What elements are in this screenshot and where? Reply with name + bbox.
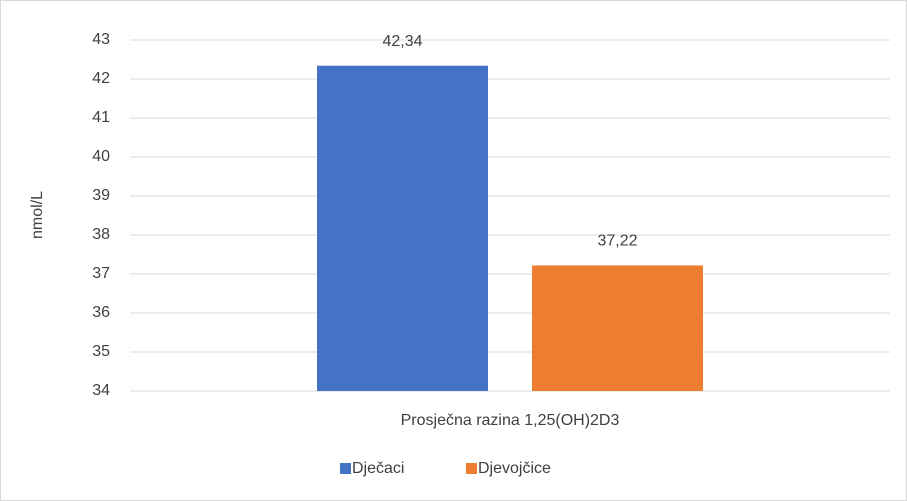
data-label: 37,22 [597, 233, 637, 250]
y-axis-label: nmol/L [29, 191, 46, 239]
data-label: 42,34 [382, 33, 422, 50]
y-tick-label: 42 [92, 70, 110, 87]
y-tick-label: 43 [92, 31, 110, 48]
y-tick-label: 39 [92, 187, 110, 204]
x-tick-label: Prosječna razina 1,25(OH)2D3 [401, 412, 620, 429]
legend-label: Djevojčice [478, 460, 551, 477]
y-tick-label: 38 [92, 226, 110, 243]
y-tick-label: 34 [92, 382, 110, 399]
y-tick-label: 40 [92, 148, 110, 165]
legend-swatch [340, 463, 351, 474]
y-tick-label: 37 [92, 265, 110, 282]
y-tick-label: 36 [92, 304, 110, 321]
legend-swatch [466, 463, 477, 474]
bar [317, 65, 488, 392]
y-tick-label: 35 [92, 343, 110, 360]
legend-label: Dječaci [352, 460, 404, 477]
y-tick-label: 41 [92, 109, 110, 126]
bar [532, 265, 703, 391]
